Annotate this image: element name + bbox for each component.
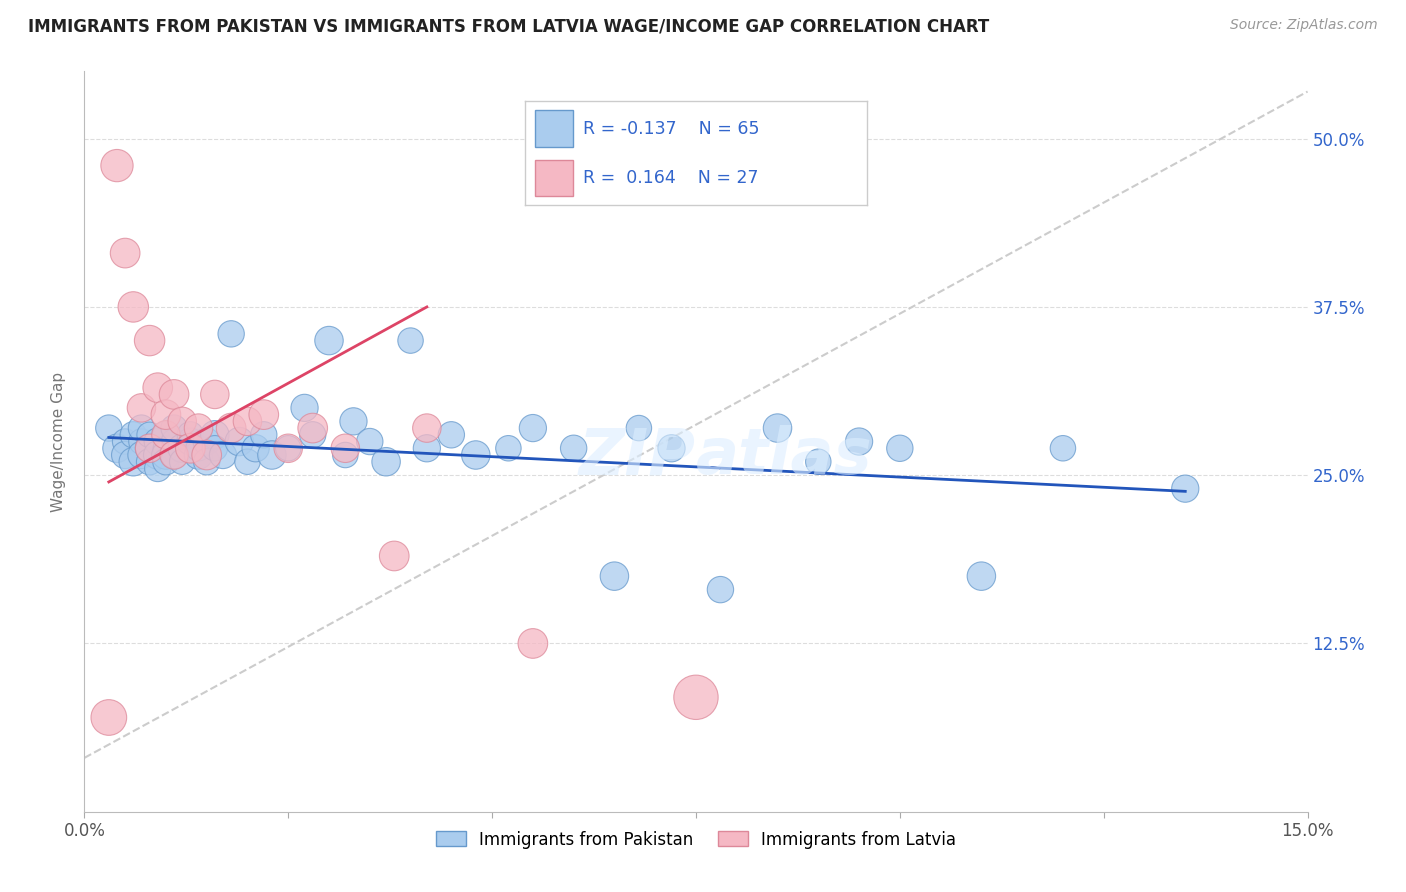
Text: Source: ZipAtlas.com: Source: ZipAtlas.com: [1230, 18, 1378, 32]
Point: [228, 434, 250, 449]
Point: [138, 334, 160, 348]
Point: [260, 448, 283, 462]
Point: [187, 448, 209, 462]
Point: [195, 434, 218, 449]
Point: [138, 442, 160, 456]
Point: [301, 427, 323, 442]
Point: [204, 442, 226, 456]
Point: [195, 448, 218, 462]
Point: [382, 549, 405, 563]
Point: [146, 448, 169, 462]
Point: [179, 442, 201, 456]
Point: [105, 159, 128, 173]
Point: [245, 442, 267, 456]
Point: [155, 408, 177, 422]
Text: ZIP: ZIP: [579, 425, 696, 487]
Point: [848, 434, 870, 449]
Point: [105, 442, 128, 456]
Point: [807, 455, 830, 469]
Point: [179, 434, 201, 449]
Text: IMMIGRANTS FROM PAKISTAN VS IMMIGRANTS FROM LATVIA WAGE/INCOME GAP CORRELATION C: IMMIGRANTS FROM PAKISTAN VS IMMIGRANTS F…: [28, 18, 990, 36]
Point: [375, 455, 398, 469]
Point: [155, 442, 177, 456]
Point: [335, 442, 357, 456]
Point: [204, 387, 226, 401]
Point: [498, 442, 520, 456]
Point: [277, 442, 299, 456]
Point: [212, 448, 235, 462]
Point: [1052, 442, 1074, 456]
Point: [131, 421, 153, 435]
Point: [416, 421, 439, 435]
Point: [301, 421, 323, 435]
Point: [204, 427, 226, 442]
Point: [146, 434, 169, 449]
Point: [131, 448, 153, 462]
Point: [562, 442, 585, 456]
Point: [155, 427, 177, 442]
Point: [399, 334, 422, 348]
Point: [163, 448, 186, 462]
Point: [163, 448, 186, 462]
Point: [179, 427, 201, 442]
Point: [172, 442, 194, 456]
Point: [253, 427, 276, 442]
Point: [172, 455, 194, 469]
Point: [155, 448, 177, 462]
Point: [603, 569, 626, 583]
Point: [1174, 482, 1197, 496]
Point: [187, 421, 209, 435]
Point: [97, 421, 120, 435]
Point: [253, 408, 276, 422]
Point: [114, 246, 136, 260]
Point: [416, 442, 439, 456]
Point: [122, 427, 145, 442]
Point: [464, 448, 486, 462]
Point: [219, 421, 242, 435]
Point: [709, 582, 731, 597]
Point: [172, 414, 194, 428]
Point: [661, 442, 683, 456]
Point: [685, 690, 707, 705]
Point: [889, 442, 911, 456]
Point: [97, 710, 120, 724]
Point: [114, 434, 136, 449]
Point: [155, 427, 177, 442]
Point: [122, 300, 145, 314]
Legend: Immigrants from Pakistan, Immigrants from Latvia: Immigrants from Pakistan, Immigrants fro…: [429, 824, 963, 855]
Point: [766, 421, 789, 435]
Point: [114, 448, 136, 462]
Point: [342, 414, 364, 428]
Point: [359, 434, 381, 449]
Point: [522, 421, 544, 435]
Point: [335, 448, 357, 462]
Point: [522, 636, 544, 650]
Point: [195, 455, 218, 469]
Y-axis label: Wage/Income Gap: Wage/Income Gap: [51, 371, 66, 512]
Point: [627, 421, 650, 435]
Point: [146, 461, 169, 475]
Point: [146, 381, 169, 395]
Point: [163, 387, 186, 401]
Point: [219, 326, 242, 341]
Point: [138, 455, 160, 469]
Text: atlas: atlas: [696, 425, 873, 487]
Point: [277, 442, 299, 456]
Point: [131, 401, 153, 415]
Point: [236, 414, 259, 428]
Point: [440, 427, 463, 442]
Point: [155, 455, 177, 469]
Point: [163, 421, 186, 435]
Point: [138, 442, 160, 456]
Point: [236, 455, 259, 469]
Point: [163, 434, 186, 449]
Point: [294, 401, 316, 415]
Point: [131, 434, 153, 449]
Point: [187, 442, 209, 456]
Point: [970, 569, 993, 583]
Point: [318, 334, 340, 348]
Point: [122, 455, 145, 469]
Point: [138, 427, 160, 442]
